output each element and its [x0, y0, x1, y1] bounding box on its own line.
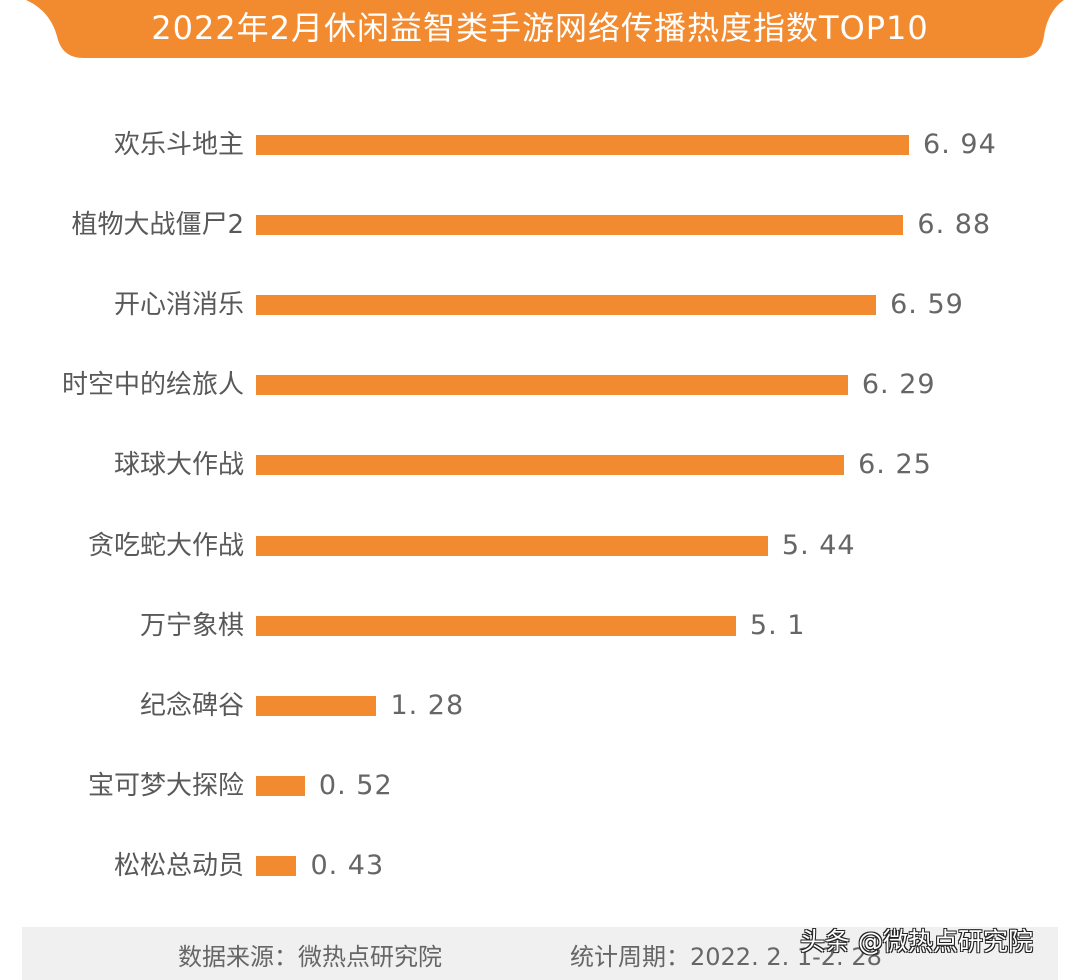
chart-row: 贪吃蛇大作战 5. 44 — [0, 526, 1080, 566]
value-label: 6. 59 — [890, 289, 964, 321]
category-label: 贪吃蛇大作战 — [87, 530, 244, 561]
watermark: 头条 @微热点研究院 — [800, 927, 1033, 956]
value-label: 1. 28 — [390, 689, 465, 721]
chart-title: 2022年2月休闲益智类手游网络传播热度指数TOP10 — [151, 9, 929, 47]
value-label: 6. 94 — [923, 129, 997, 160]
bar — [256, 375, 848, 396]
statistics-period: 统计周期：2022. 2. 1-2. 28 — [570, 943, 882, 971]
bar — [256, 775, 305, 796]
chart-row: 球球大作战 6. 25 — [0, 445, 1080, 485]
value-label: 6. 25 — [858, 449, 932, 481]
value-label: 0. 43 — [310, 849, 385, 881]
value-label: 6. 88 — [917, 209, 992, 241]
chart-row: 松松总动员 0. 43 — [0, 846, 1080, 886]
chart-row: 开心消消乐 6. 59 — [0, 285, 1080, 325]
chart-row: 时空中的绘旅人 6. 29 — [0, 365, 1080, 405]
chart-row: 万宁象棋 5. 1 — [0, 606, 1080, 646]
category-label: 宝可梦大探险 — [87, 770, 244, 801]
bar — [256, 855, 297, 876]
title-banner: 2022年2月休闲益智类手游网络传播热度指数TOP10 — [0, 0, 1080, 62]
banner-shape — [26, 0, 1064, 58]
bar — [256, 695, 377, 716]
chart-row: 欢乐斗地主 6. 94 — [0, 125, 1080, 165]
value-label: 0. 52 — [318, 769, 393, 801]
category-label: 开心消消乐 — [113, 290, 244, 321]
bar — [256, 535, 768, 556]
category-label: 纪念碑谷 — [139, 690, 244, 721]
bar-chart: 欢乐斗地主 6. 94 植物大战僵尸2 6. 88 开心消消乐 6. 59 时空中的绘旅人 6… — [0, 125, 1080, 886]
category-label: 欢乐斗地主 — [113, 130, 244, 160]
chart-row: 宝可梦大探险 0. 52 — [0, 766, 1080, 806]
category-label: 球球大作战 — [113, 450, 244, 481]
category-label: 松松总动员 — [113, 850, 244, 881]
category-label: 万宁象棋 — [139, 610, 244, 641]
bar — [256, 295, 877, 316]
bar — [256, 455, 845, 476]
chart-row: 植物大战僵尸2 6. 88 — [0, 205, 1080, 245]
footer: 数据来源：微热点研究院 统计周期：2022. 2. 1-2. 28 — [22, 927, 1058, 980]
value-label: 5. 44 — [781, 529, 856, 561]
data-source: 数据来源：微热点研究院 — [178, 943, 442, 971]
bar — [256, 135, 910, 155]
bar — [256, 615, 736, 636]
value-label: 6. 29 — [861, 369, 936, 401]
category-label: 时空中的绘旅人 — [61, 370, 244, 401]
bar — [256, 215, 904, 236]
category-label: 植物大战僵尸2 — [71, 210, 244, 241]
value-label: 5. 1 — [749, 609, 806, 641]
chart-row: 纪念碑谷 1. 28 — [0, 686, 1080, 726]
